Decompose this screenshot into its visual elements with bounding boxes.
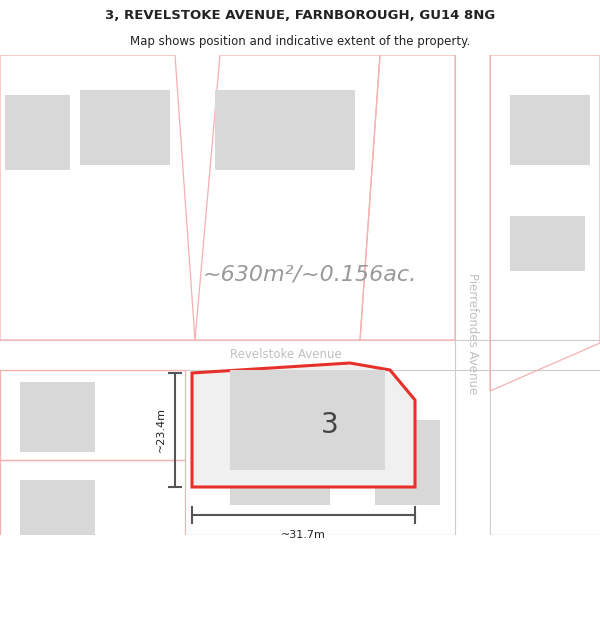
Bar bbox=[20, 382, 95, 452]
Text: ~31.7m: ~31.7m bbox=[281, 530, 326, 540]
Bar bbox=[375, 420, 440, 505]
Bar bbox=[510, 95, 590, 165]
Bar bbox=[230, 420, 330, 505]
Text: 3, REVELSTOKE AVENUE, FARNBOROUGH, GU14 8NG: 3, REVELSTOKE AVENUE, FARNBOROUGH, GU14 … bbox=[105, 9, 495, 22]
Polygon shape bbox=[192, 363, 415, 487]
Bar bbox=[215, 90, 355, 170]
Text: Revelstoke Avenue: Revelstoke Avenue bbox=[230, 349, 342, 361]
Text: ~630m²/~0.156ac.: ~630m²/~0.156ac. bbox=[203, 265, 417, 285]
Bar bbox=[510, 216, 585, 271]
Bar bbox=[80, 90, 170, 165]
Bar bbox=[0, 340, 600, 370]
Text: Map shows position and indicative extent of the property.: Map shows position and indicative extent… bbox=[130, 35, 470, 48]
Bar bbox=[455, 55, 490, 535]
Bar bbox=[20, 480, 95, 545]
Bar bbox=[230, 370, 385, 470]
Text: Pierrefondes Avenue: Pierrefondes Avenue bbox=[466, 272, 479, 394]
Bar bbox=[5, 95, 70, 170]
Text: 3: 3 bbox=[321, 411, 339, 439]
Text: ~23.4m: ~23.4m bbox=[156, 408, 166, 452]
